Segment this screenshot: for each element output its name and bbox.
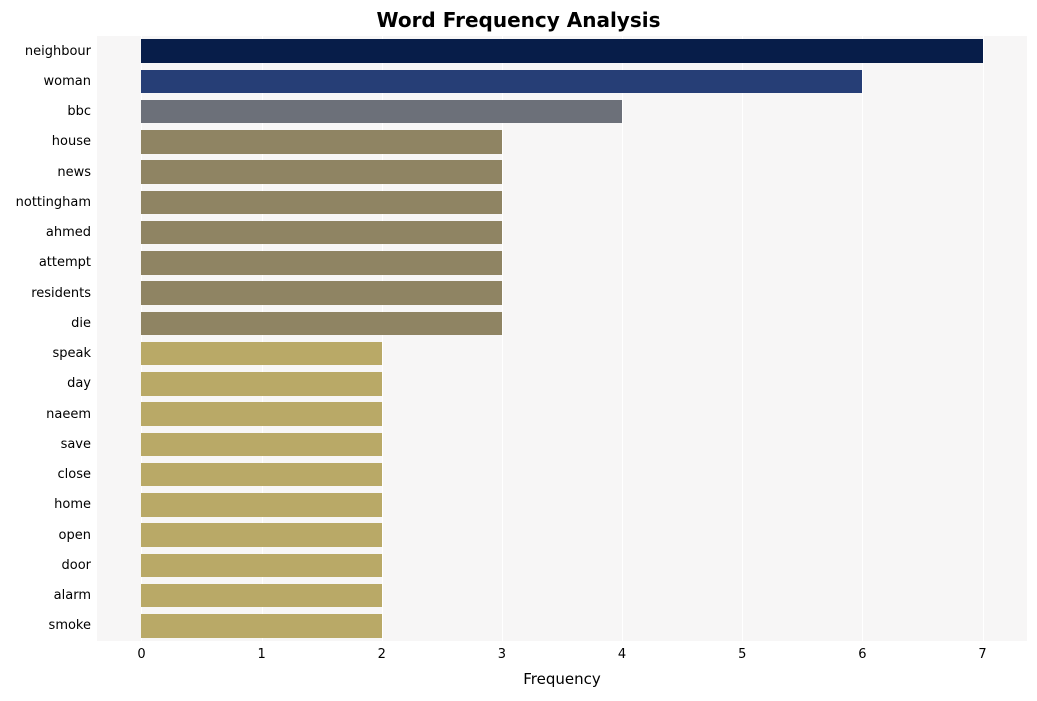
gridline	[742, 36, 743, 641]
bar	[141, 130, 501, 154]
bar	[141, 463, 381, 487]
bar	[141, 493, 381, 517]
gridline	[862, 36, 863, 641]
bar	[141, 160, 501, 184]
y-tick-label: alarm	[54, 588, 91, 603]
bar	[141, 402, 381, 426]
y-tick-label: house	[52, 134, 91, 149]
figure: Word Frequency Analysis neighbour woman bb…	[0, 0, 1037, 701]
y-tick-label: close	[58, 467, 91, 482]
y-tick-label: smoke	[49, 618, 91, 633]
y-tick-label: open	[59, 528, 91, 543]
y-tick-label: bbc	[67, 104, 91, 119]
bar	[141, 70, 862, 94]
gridline	[141, 36, 142, 641]
y-tick-label: news	[57, 165, 91, 180]
bar	[141, 584, 381, 608]
x-tick-label: 3	[482, 647, 522, 662]
x-axis-label: Frequency	[97, 670, 1027, 688]
gridline	[983, 36, 984, 641]
y-tick-label: home	[54, 497, 91, 512]
y-tick-label: ahmed	[46, 225, 91, 240]
y-tick-label: day	[67, 376, 91, 391]
y-tick-label: save	[61, 437, 91, 452]
y-tick-label: door	[61, 558, 91, 573]
bar	[141, 312, 501, 336]
bar	[141, 342, 381, 366]
bar	[141, 433, 381, 457]
x-tick-label: 6	[842, 647, 882, 662]
y-tick-label: die	[71, 316, 91, 331]
gridline	[502, 36, 503, 641]
x-tick-label: 7	[963, 647, 1003, 662]
bar	[141, 100, 622, 124]
y-tick-label: attempt	[39, 255, 91, 270]
x-tick-label: 0	[121, 647, 161, 662]
gridline	[622, 36, 623, 641]
bar	[141, 39, 982, 63]
bar	[141, 191, 501, 215]
y-tick-label: nottingham	[16, 195, 91, 210]
bar	[141, 221, 501, 245]
plot-area	[97, 36, 1027, 641]
x-tick-label: 5	[722, 647, 762, 662]
y-tick-label: woman	[44, 74, 91, 89]
y-tick-label: neighbour	[25, 44, 91, 59]
gridline	[382, 36, 383, 641]
bar	[141, 251, 501, 275]
gridline	[262, 36, 263, 641]
bar	[141, 554, 381, 578]
bar	[141, 614, 381, 638]
x-tick-label: 4	[602, 647, 642, 662]
y-tick-label: residents	[31, 286, 91, 301]
bar	[141, 523, 381, 547]
bar	[141, 281, 501, 305]
y-tick-label: speak	[52, 346, 91, 361]
y-tick-label: naeem	[46, 407, 91, 422]
x-tick-label: 2	[362, 647, 402, 662]
bar	[141, 372, 381, 396]
chart-title: Word Frequency Analysis	[0, 8, 1037, 32]
x-tick-label: 1	[242, 647, 282, 662]
